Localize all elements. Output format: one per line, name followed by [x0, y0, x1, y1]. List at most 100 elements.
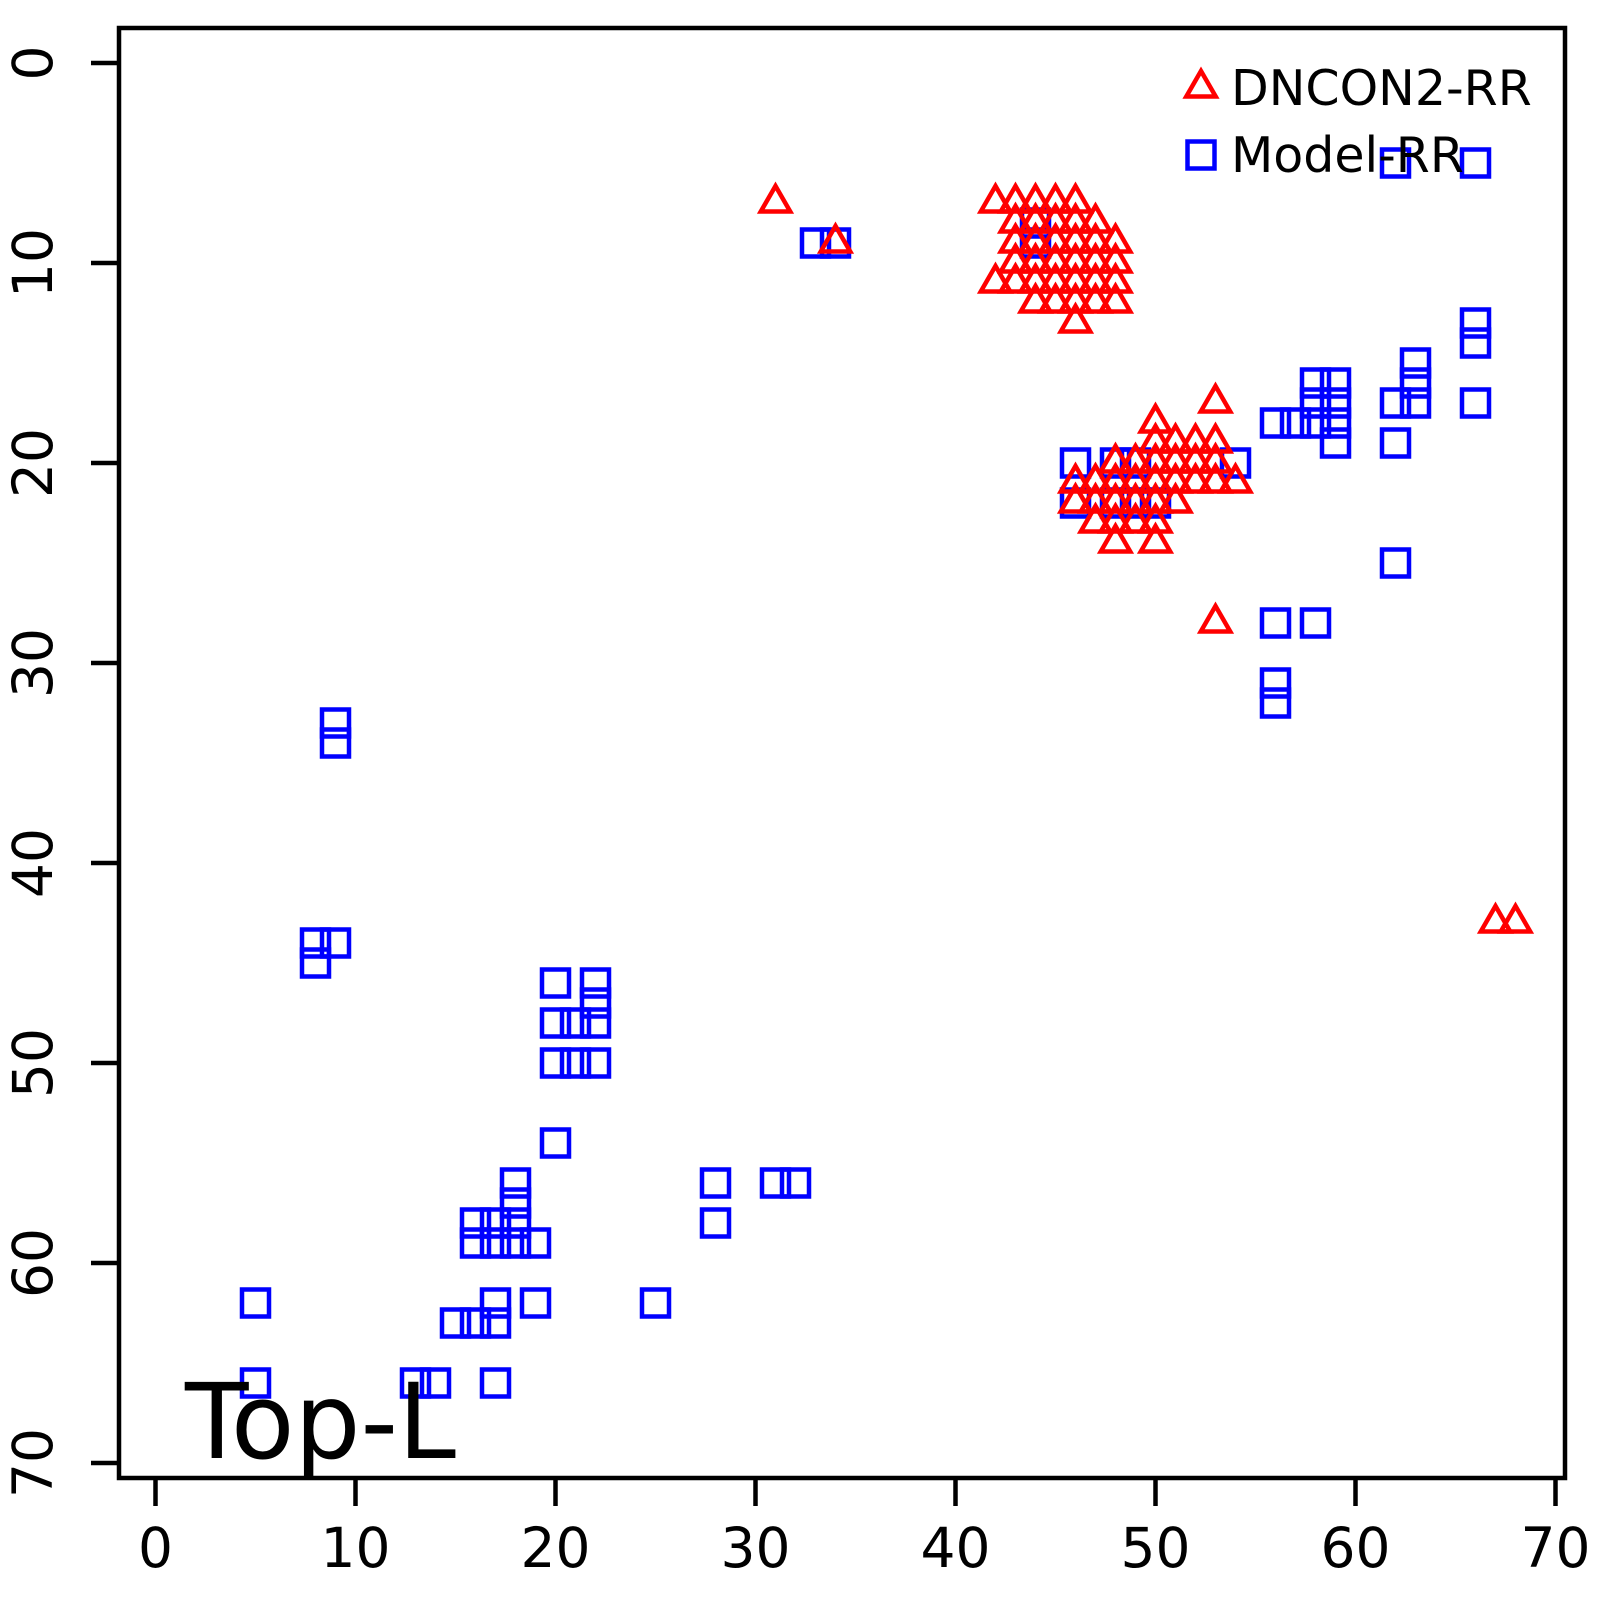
model-rr-point — [579, 987, 612, 1019]
dncon2-rr-point — [976, 181, 1015, 214]
dncon2-rr-point — [1096, 521, 1135, 554]
model-rr-point — [1299, 407, 1332, 439]
dncon2-rr-point — [1056, 221, 1095, 254]
dncon2-rr-point — [1176, 421, 1215, 454]
dncon2-rr-point — [1496, 901, 1535, 934]
dncon2-rr-point — [1156, 421, 1195, 454]
dncon2-rr-point — [1076, 501, 1115, 534]
legend: DNCON2-RR Model-RR — [1182, 60, 1532, 184]
x-axis-tick-labels: 0 10 20 30 40 50 60 70 — [138, 1516, 1591, 1580]
x-tick-label: 0 — [138, 1516, 173, 1580]
model-rr-point — [1299, 367, 1332, 399]
model-rr-point — [299, 947, 332, 979]
model-rr-point — [439, 1307, 472, 1339]
dncon2-rr-point — [1096, 501, 1135, 534]
model-rr-point — [559, 1007, 592, 1039]
model-rr-point — [639, 1287, 672, 1319]
dncon2-rr-point — [1196, 441, 1235, 474]
dncon2-rr-point — [1076, 261, 1115, 294]
model-rr-point — [579, 967, 612, 999]
model-rr-point — [499, 1207, 532, 1239]
model-rr-point — [1059, 447, 1092, 479]
model-rr-point — [519, 1287, 552, 1319]
model-rr-point — [559, 1047, 592, 1079]
y-tick-label: 40 — [1, 828, 65, 898]
dncon2-rr-point — [1016, 221, 1055, 254]
legend-label-model-rr: Model-RR — [1231, 127, 1464, 184]
dncon2-rr-point — [1036, 281, 1075, 314]
plot-box — [116, 25, 1568, 1481]
y-tick-label: 20 — [1, 428, 65, 498]
model-rr-point — [239, 1367, 272, 1399]
model-rr-point — [1459, 147, 1492, 179]
y-tick-label: 70 — [1, 1428, 65, 1498]
dncon2-rr-point — [996, 261, 1035, 294]
x-tick-label: 30 — [721, 1516, 791, 1580]
dncon2-rr-point — [1016, 181, 1055, 214]
dncon2-rr-point — [1096, 461, 1135, 494]
model-rr-point — [459, 1207, 492, 1239]
y-tick-label: 0 — [1, 46, 65, 81]
dncon2-rr-point — [1076, 201, 1115, 234]
dncon2-rr-point — [1016, 281, 1055, 314]
model-rr-point — [1219, 447, 1252, 479]
model-rr-point — [1379, 387, 1412, 419]
model-rr-point — [539, 967, 572, 999]
model-rr-point — [539, 1127, 572, 1159]
dncon2-rr-point — [1196, 421, 1235, 454]
model-rr-point — [1459, 307, 1492, 339]
model-rr-point — [1379, 547, 1412, 579]
model-rr-point — [1279, 407, 1312, 439]
dncon2-rr-point — [1076, 481, 1115, 514]
model-rr-point — [759, 1167, 792, 1199]
x-tick-label: 10 — [321, 1516, 391, 1580]
dncon2-rr-point — [1216, 461, 1255, 494]
dncon2-rr-point — [1156, 441, 1195, 474]
model-rr-point — [1299, 387, 1332, 419]
legend-square-icon — [1185, 139, 1217, 171]
model-rr-point — [1379, 427, 1412, 459]
dncon2-rr-point — [1056, 281, 1095, 314]
model-rr-point — [1319, 407, 1352, 439]
dncon2-rr-point — [816, 221, 855, 254]
model-rr-point — [399, 1367, 432, 1399]
dncon2-rr-point — [1176, 461, 1215, 494]
model-rr-point — [1319, 427, 1352, 459]
model-rr-point — [319, 927, 352, 959]
dncon2-rr-point — [756, 181, 795, 214]
model-rr-point — [1399, 387, 1432, 419]
y-tick-label: 50 — [1, 1028, 65, 1098]
y-axis-ticks — [91, 60, 119, 1466]
dncon2-rr-point — [1136, 501, 1175, 534]
dncon2-rr-point — [1056, 261, 1095, 294]
dncon2-rr-point — [996, 221, 1035, 254]
dncon2-rr-point — [1096, 241, 1135, 274]
dncon2-rr-point — [1136, 481, 1175, 514]
model-rr-point — [299, 927, 332, 959]
model-rr-point — [1259, 607, 1292, 639]
model-rr-point — [239, 1287, 272, 1319]
dncon2-rr-point — [1016, 201, 1055, 234]
model-rr-point — [539, 1007, 572, 1039]
series-model-rr — [239, 147, 1492, 1399]
y-tick-label: 10 — [1, 228, 65, 298]
model-rr-point — [579, 1007, 612, 1039]
dncon2-rr-point — [1056, 201, 1095, 234]
dncon2-rr-point — [1116, 441, 1155, 474]
model-rr-point — [479, 1227, 512, 1259]
model-rr-point — [319, 727, 352, 759]
y-axis-tick-labels: 0 10 20 30 40 50 60 70 — [1, 46, 65, 1499]
x-tick-label: 20 — [521, 1516, 591, 1580]
model-rr-point — [1319, 367, 1352, 399]
dncon2-rr-point — [1176, 441, 1215, 474]
dncon2-rr-point — [1116, 481, 1155, 514]
dncon2-rr-point — [976, 261, 1015, 294]
x-tick-label: 50 — [1121, 1516, 1191, 1580]
model-rr-point — [1379, 147, 1412, 179]
model-rr-point — [419, 1367, 452, 1399]
dncon2-rr-point — [1196, 381, 1235, 414]
model-rr-point — [459, 1227, 492, 1259]
legend-triangle-icon — [1182, 66, 1220, 99]
